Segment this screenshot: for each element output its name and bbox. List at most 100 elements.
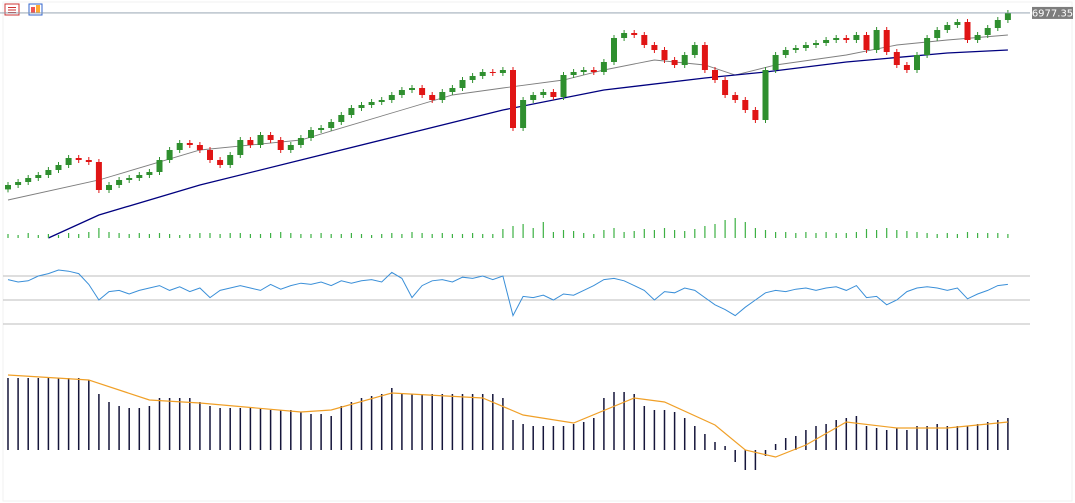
- macd-bar: [350, 402, 353, 450]
- candle-body: [126, 178, 133, 180]
- macd-bar: [178, 398, 181, 450]
- volume-bar: [189, 234, 191, 238]
- volume-bar: [532, 228, 534, 238]
- candle-body: [681, 55, 688, 65]
- candle-body: [590, 70, 597, 72]
- volume-bar: [663, 228, 666, 238]
- candle-body: [631, 33, 638, 35]
- candle-body: [85, 160, 92, 162]
- candle-body: [843, 38, 850, 40]
- candle-body: [227, 155, 234, 165]
- macd-bar: [986, 422, 989, 450]
- macd-bar: [461, 394, 464, 450]
- macd-bar: [290, 410, 292, 450]
- candle-body: [782, 50, 789, 55]
- candle-body: [671, 60, 678, 65]
- candle-body: [853, 35, 860, 40]
- candle-body: [691, 45, 698, 55]
- candle-body: [510, 70, 516, 128]
- candle-body: [116, 180, 123, 185]
- candle-body: [964, 22, 971, 40]
- volume-bar: [7, 234, 9, 238]
- candle-body: [308, 130, 314, 138]
- macd-bar: [320, 414, 322, 450]
- macd-bar: [310, 414, 312, 450]
- macd-bar: [593, 418, 595, 450]
- volume-bar: [17, 235, 19, 238]
- candle-body: [701, 45, 708, 70]
- candle-body: [207, 150, 213, 160]
- macd-bar: [916, 426, 918, 450]
- volume-bar: [552, 232, 554, 238]
- volume-bar: [492, 234, 494, 238]
- candle-body: [247, 140, 254, 145]
- candle-body: [166, 150, 173, 160]
- volume-bar: [502, 229, 504, 238]
- volume-bar: [956, 234, 958, 238]
- macd-bar: [77, 378, 80, 450]
- volume-bar: [310, 234, 312, 238]
- candle-body: [883, 30, 890, 52]
- candle-body: [954, 22, 961, 25]
- candle-body: [338, 115, 345, 122]
- volume-bar: [936, 234, 938, 238]
- candle-body: [55, 165, 62, 170]
- macd-bar: [845, 418, 848, 450]
- volume-bar: [825, 232, 827, 238]
- macd-bar: [148, 406, 151, 450]
- toolbar-icons: [4, 3, 43, 16]
- candle-body: [934, 30, 941, 38]
- macd-bar: [441, 394, 444, 450]
- volume-bar: [754, 228, 756, 238]
- macd-bar: [683, 418, 686, 450]
- volume-bar: [290, 233, 292, 238]
- volume-bar: [674, 230, 676, 238]
- candle-body: [722, 80, 729, 95]
- macd-bar: [37, 378, 40, 450]
- macd-bar: [673, 412, 676, 450]
- chart-icon[interactable]: [28, 3, 43, 16]
- candle-body: [429, 95, 436, 100]
- volume-bar: [542, 222, 544, 238]
- volume-bar: [138, 233, 140, 238]
- candle-body: [459, 80, 466, 88]
- volume-bar: [148, 234, 150, 238]
- volume-bar: [603, 230, 605, 238]
- macd-bar: [764, 450, 767, 456]
- macd-bar: [532, 426, 534, 450]
- volume-bar: [623, 232, 625, 238]
- volume-bar: [653, 230, 655, 238]
- candle-body: [530, 95, 537, 100]
- macd-bar: [249, 408, 252, 450]
- macd-bar: [401, 394, 403, 450]
- candle-body: [409, 88, 415, 90]
- volume-bar: [78, 234, 80, 238]
- macd-bar: [259, 408, 262, 450]
- candle-body: [95, 162, 102, 190]
- candle-body: [318, 128, 325, 130]
- macd-bar: [199, 402, 201, 450]
- volume-bar: [98, 228, 100, 238]
- macd-bar: [552, 426, 555, 450]
- candle-body: [368, 102, 375, 105]
- macd-bar: [744, 450, 747, 470]
- macd-bar: [663, 410, 666, 450]
- candle-body: [944, 25, 951, 30]
- candle-body: [833, 38, 840, 40]
- candle-body: [388, 95, 395, 100]
- volume-bar: [684, 231, 686, 238]
- rsi-line: [7, 269, 1008, 317]
- volume-bar: [411, 232, 413, 238]
- macd-bar: [855, 416, 858, 450]
- candle-body: [237, 140, 244, 155]
- macd-bar: [108, 402, 110, 450]
- volume-bar: [845, 233, 847, 238]
- candle-body: [65, 158, 72, 165]
- volume-bar: [108, 232, 110, 238]
- macd-bar: [17, 378, 19, 450]
- volume-bar: [461, 234, 464, 238]
- volume-bar: [128, 234, 130, 238]
- candle-body: [156, 160, 163, 172]
- macd-bar: [502, 398, 504, 450]
